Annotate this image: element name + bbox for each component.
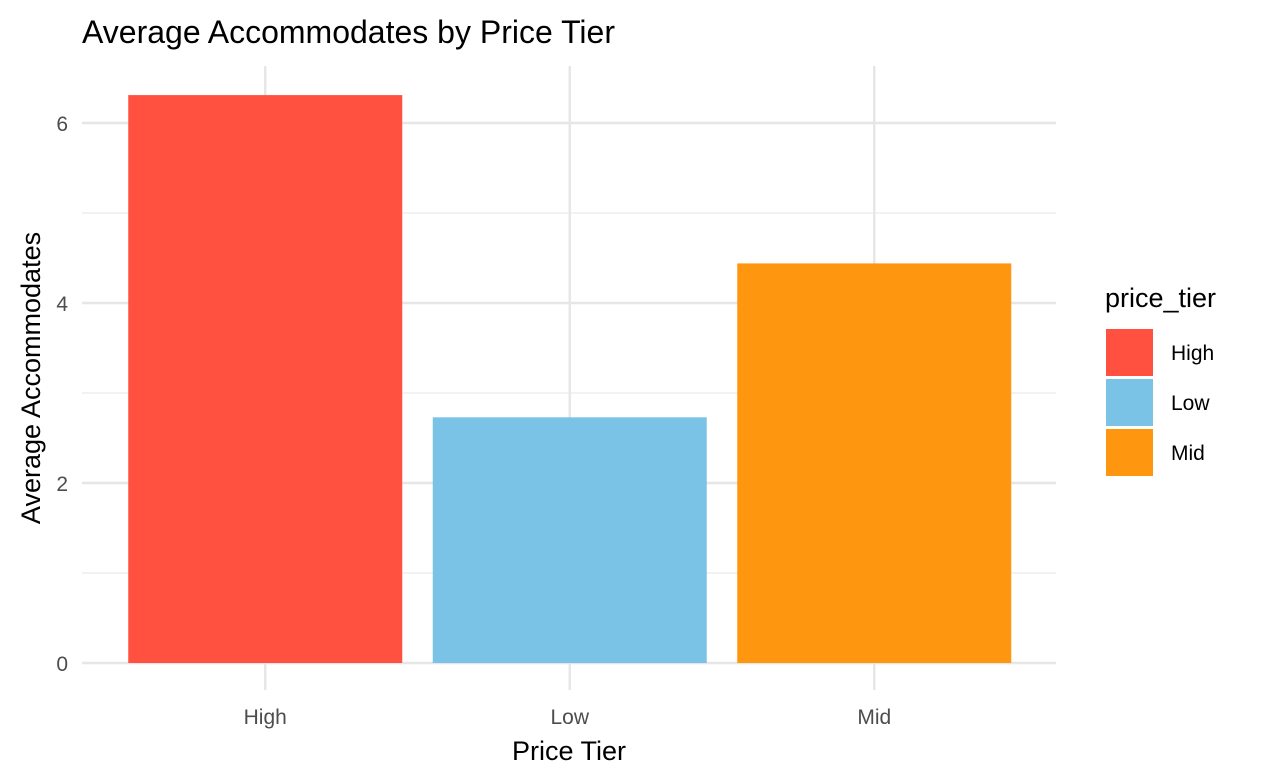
bars <box>128 95 1012 664</box>
y-tick-label: 4 <box>56 293 68 316</box>
bar-high <box>128 95 403 664</box>
y-tick-label: 2 <box>56 473 68 496</box>
x-tick-label: Low <box>550 706 589 729</box>
legend-items: High Low Mid <box>1106 329 1214 476</box>
y-axis-title: Average Accommodates <box>16 232 46 524</box>
legend-swatch-low <box>1106 379 1153 426</box>
x-axis-title: Price Tier <box>512 736 626 766</box>
legend-swatch-mid <box>1106 429 1153 476</box>
x-axis-ticks: High Low Mid <box>244 706 892 729</box>
legend: price_tier High Low Mid <box>1105 283 1216 476</box>
chart-title: Average Accommodates by Price Tier <box>82 14 615 50</box>
bar-mid <box>737 263 1012 663</box>
y-tick-label: 6 <box>56 113 68 136</box>
y-axis-ticks: 0 2 4 6 <box>56 113 68 676</box>
legend-label: High <box>1171 342 1214 365</box>
x-tick-label: High <box>244 706 287 729</box>
legend-title: price_tier <box>1105 283 1216 313</box>
legend-swatch-high <box>1106 329 1153 376</box>
x-tick-label: Mid <box>857 706 891 729</box>
legend-label: Mid <box>1171 442 1205 465</box>
bar-low <box>432 417 707 663</box>
legend-label: Low <box>1171 392 1210 415</box>
y-tick-label: 0 <box>56 653 68 676</box>
